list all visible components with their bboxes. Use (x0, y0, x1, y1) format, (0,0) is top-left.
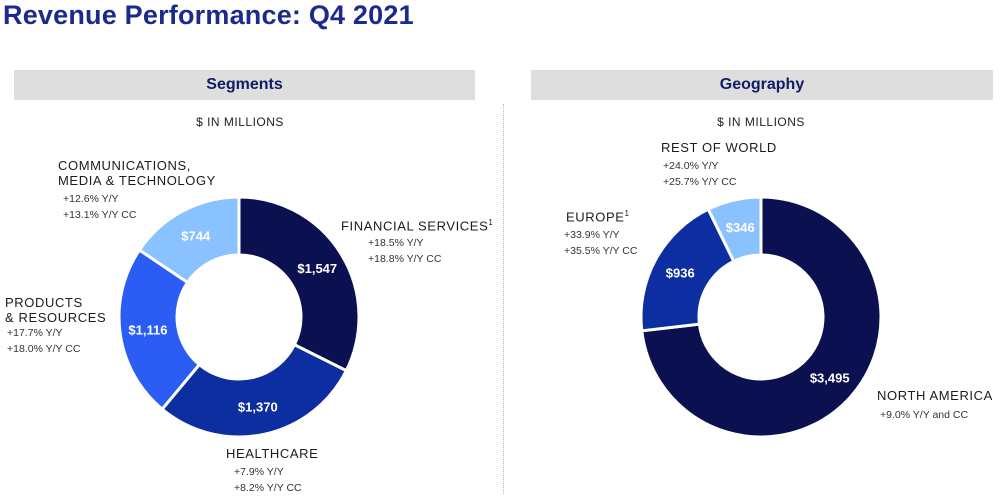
slice-label-products-resources: PRODUCTS & RESOURCES +17.7% Y/Y +18.0% Y… (5, 295, 106, 357)
communications-name-line2: MEDIA & TECHNOLOGY (58, 173, 216, 188)
communications-growth-cc: +13.1% Y/Y CC (63, 209, 137, 221)
healthcare-growth-cc: +8.2% Y/Y CC (234, 482, 302, 494)
products-resources-growth-cc: +18.0% Y/Y CC (7, 343, 81, 355)
geography-units: $ IN MILLIONS (717, 115, 805, 129)
financial-services-growth-yy: +18.5% Y/Y (368, 237, 424, 250)
europe-growth-cc: +35.5% Y/Y CC (564, 245, 638, 258)
healthcare-growth-yy: +7.9% Y/Y (234, 466, 284, 478)
slice-label-communications: COMMUNICATIONS, MEDIA & TECHNOLOGY +12.6… (58, 158, 216, 223)
slice-healthcare (160, 342, 349, 439)
segments-header: Segments (14, 70, 475, 100)
segments-units: $ IN MILLIONS (196, 115, 284, 129)
financial-services-name: FINANCIAL SERVICES (341, 218, 489, 234)
products-resources-growth-yy: +17.7% Y/Y (7, 327, 63, 339)
slice-rest-of-world (706, 195, 763, 264)
rest-of-world-growth-cc: +25.7% Y/Y CC (663, 176, 737, 188)
rest-of-world-growth-yy: +24.0% Y/Y (663, 160, 719, 172)
page-title: Revenue Performance: Q4 2021 (3, 0, 414, 30)
rest-of-world-name: REST OF WORLD (661, 140, 777, 155)
geography-header: Geography (531, 70, 993, 100)
value-label-financial-services: $1,547 (297, 261, 337, 276)
slice-financial-services (237, 195, 361, 373)
panel-divider (503, 104, 504, 494)
geography-donut: $3,495 $936 $346 (639, 195, 883, 439)
financial-services-growth-cc: +18.8% Y/Y CC (368, 253, 442, 266)
europe-growth-yy: +33.9% Y/Y (564, 229, 620, 242)
slice-label-north-america: NORTH AMERICA +9.0% Y/Y and CC (877, 388, 993, 423)
slice-north-america (640, 195, 883, 439)
segments-title: Segments (206, 76, 283, 93)
geography-title: Geography (719, 76, 805, 93)
slice-label-financial-services: FINANCIAL SERVICES1 +18.5% Y/Y +18.8% Y/… (341, 215, 493, 267)
slice-label-europe: EUROPE1 +33.9% Y/Y +35.5% Y/Y CC (564, 206, 638, 259)
communications-growth-yy: +12.6% Y/Y (63, 193, 119, 205)
slice-europe (639, 207, 736, 333)
value-label-rest-of-world: $346 (726, 220, 755, 235)
slice-communications (137, 195, 241, 285)
value-label-north-america: $3,495 (810, 371, 850, 386)
products-resources-name-line1: PRODUCTS (5, 295, 83, 310)
europe-name: EUROPE (566, 209, 625, 225)
segments-donut: $1,547 $1,370 $1,116 $744 (117, 195, 361, 439)
slice-products-resources (117, 247, 202, 412)
financial-services-footnote: 1 (488, 218, 494, 227)
value-label-products-resources: $1,116 (128, 322, 167, 337)
value-label-communications: $744 (181, 228, 211, 243)
value-label-healthcare: $1,370 (238, 400, 278, 415)
healthcare-name: HEALTHCARE (226, 446, 319, 461)
slice-label-healthcare: HEALTHCARE +7.9% Y/Y +8.2% Y/Y CC (226, 446, 318, 496)
slice-label-rest-of-world: REST OF WORLD +24.0% Y/Y +25.7% Y/Y CC (661, 140, 777, 190)
europe-footnote: 1 (624, 209, 630, 218)
north-america-name: NORTH AMERICA (877, 388, 993, 403)
value-label-europe: $936 (666, 265, 695, 280)
communications-name-line1: COMMUNICATIONS, (58, 158, 191, 173)
products-resources-name-line2: & RESOURCES (5, 310, 107, 325)
north-america-growth: +9.0% Y/Y and CC (880, 409, 969, 421)
